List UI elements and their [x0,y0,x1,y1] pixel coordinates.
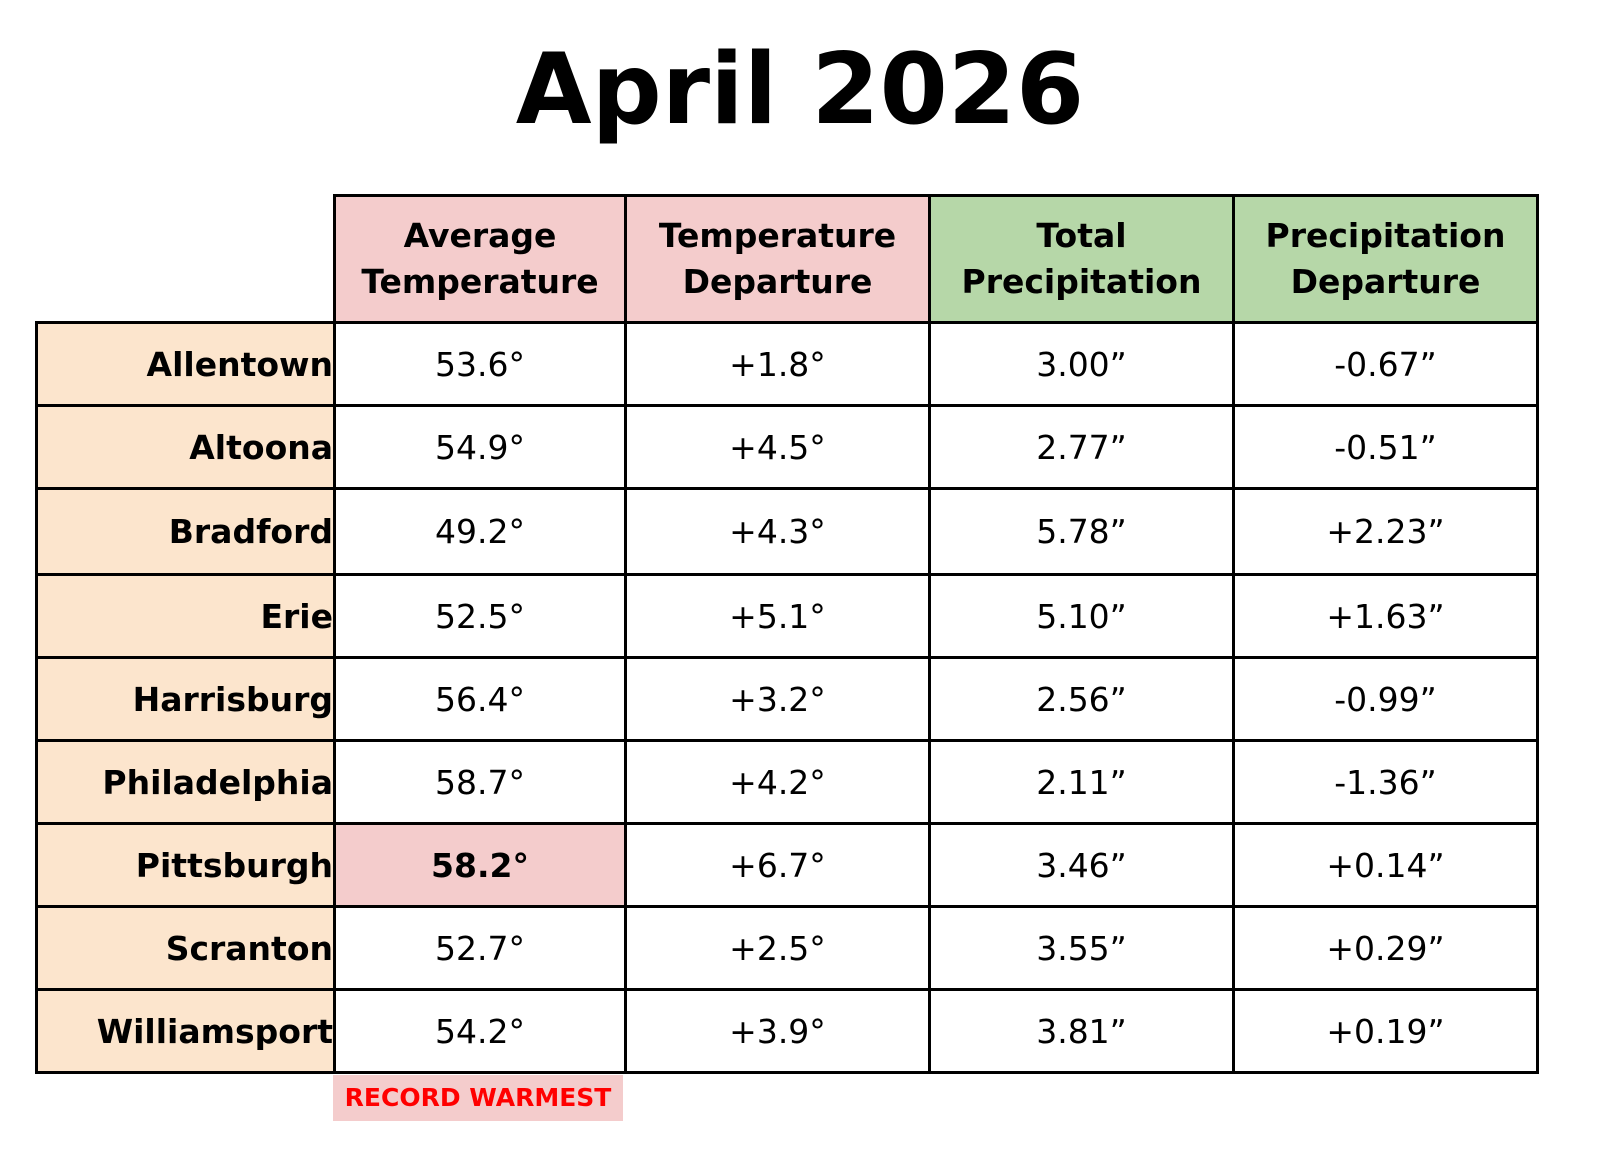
average-temperature-cell: 52.7° [333,905,627,991]
header-line: Temperature [361,262,599,301]
table-row: Scranton 52.7° +2.5° 3.55” +0.29” [35,905,1539,991]
header-line: Average [403,216,557,255]
header-line: Departure [1290,262,1481,301]
table-row: Bradford 49.2° +4.3° 5.78” +2.23” [35,487,1539,576]
corner-cell [36,195,335,323]
header-precipitation-departure: Precipitation Departure [1232,194,1539,324]
city-name-cell: Bradford [35,487,336,576]
header-total-precipitation: Total Precipitation [928,194,1235,324]
header-row: Average Temperature Temperature Departur… [36,194,1539,324]
temperature-departure-cell: +6.7° [624,822,931,908]
temperature-departure-cell: +3.2° [624,656,931,742]
header-temperature-departure: Temperature Departure [624,194,931,324]
total-precipitation-cell: 2.77” [928,404,1235,490]
table-row: Erie 52.5° +5.1° 5.10” +1.63” [35,573,1539,659]
precipitation-departure-cell: +1.63” [1232,573,1539,659]
city-name-cell: Pittsburgh [35,822,336,908]
total-precipitation-cell: 3.00” [928,321,1235,407]
page-title: April 2026 [515,33,1085,147]
table-row: Altoona 54.9° +4.5° 2.77” -0.51” [35,404,1539,490]
header-line: Precipitation [961,262,1202,301]
city-name-cell: Williamsport [35,988,336,1074]
table-body: Allentown 53.6° +1.8° 3.00” -0.67” Altoona 54.… [35,321,1539,1074]
average-temperature-cell: 54.2° [333,988,627,1074]
table-row: Allentown 53.6° +1.8° 3.00” -0.67” [35,321,1539,407]
precipitation-departure-cell: +2.23” [1232,487,1539,576]
city-name-cell: Allentown [35,321,336,407]
total-precipitation-cell: 5.78” [928,487,1235,576]
header-line: Departure [682,262,873,301]
temperature-departure-cell: +4.5° [624,404,931,490]
average-temperature-cell: 49.2° [333,487,627,576]
average-temperature-cell: 53.6° [333,321,627,407]
climate-summary-table: Average Temperature Temperature Departur… [35,194,1539,1074]
header-line: Temperature [658,216,897,255]
average-temperature-cell: 58.2° [333,822,627,908]
table-row: Harrisburg 56.4° +3.2° 2.56” -0.99” [35,656,1539,742]
city-name-cell: Harrisburg [35,656,336,742]
average-temperature-cell: 52.5° [333,573,627,659]
average-temperature-cell: 58.7° [333,739,627,825]
temperature-departure-cell: +3.9° [624,988,931,1074]
total-precipitation-cell: 3.81” [928,988,1235,1074]
precipitation-departure-cell: -0.99” [1232,656,1539,742]
precipitation-departure-cell: +0.14” [1232,822,1539,908]
temperature-departure-cell: +1.8° [624,321,931,407]
city-name-cell: Scranton [35,905,336,991]
table-row: Philadelphia 58.7° +4.2° 2.11” -1.36” [35,739,1539,825]
table-row: Pittsburgh 58.2° +6.7° 3.46” +0.14” [35,822,1539,908]
table-row: Williamsport 54.2° +3.9° 3.81” +0.19” [35,988,1539,1074]
city-name-cell: Erie [35,573,336,659]
precipitation-departure-cell: +0.19” [1232,988,1539,1074]
temperature-departure-cell: +4.3° [624,487,931,576]
precipitation-departure-cell: -1.36” [1232,739,1539,825]
average-temperature-cell: 56.4° [333,656,627,742]
header-line: Total [1036,216,1127,255]
total-precipitation-cell: 2.11” [928,739,1235,825]
precipitation-departure-cell: -0.51” [1232,404,1539,490]
precipitation-departure-cell: -0.67” [1232,321,1539,407]
total-precipitation-cell: 2.56” [928,656,1235,742]
total-precipitation-cell: 3.46” [928,822,1235,908]
precipitation-departure-cell: +0.29” [1232,905,1539,991]
total-precipitation-cell: 5.10” [928,573,1235,659]
city-name-cell: Philadelphia [35,739,336,825]
total-precipitation-cell: 3.55” [928,905,1235,991]
header-line: Precipitation [1265,216,1506,255]
header-average-temperature: Average Temperature [333,194,627,324]
temperature-departure-cell: +2.5° [624,905,931,991]
temperature-departure-cell: +4.2° [624,739,931,825]
average-temperature-cell: 54.9° [333,404,627,490]
city-name-cell: Altoona [35,404,336,490]
temperature-departure-cell: +5.1° [624,573,931,659]
record-warmest-label: RECORD WARMEST [333,1075,623,1121]
